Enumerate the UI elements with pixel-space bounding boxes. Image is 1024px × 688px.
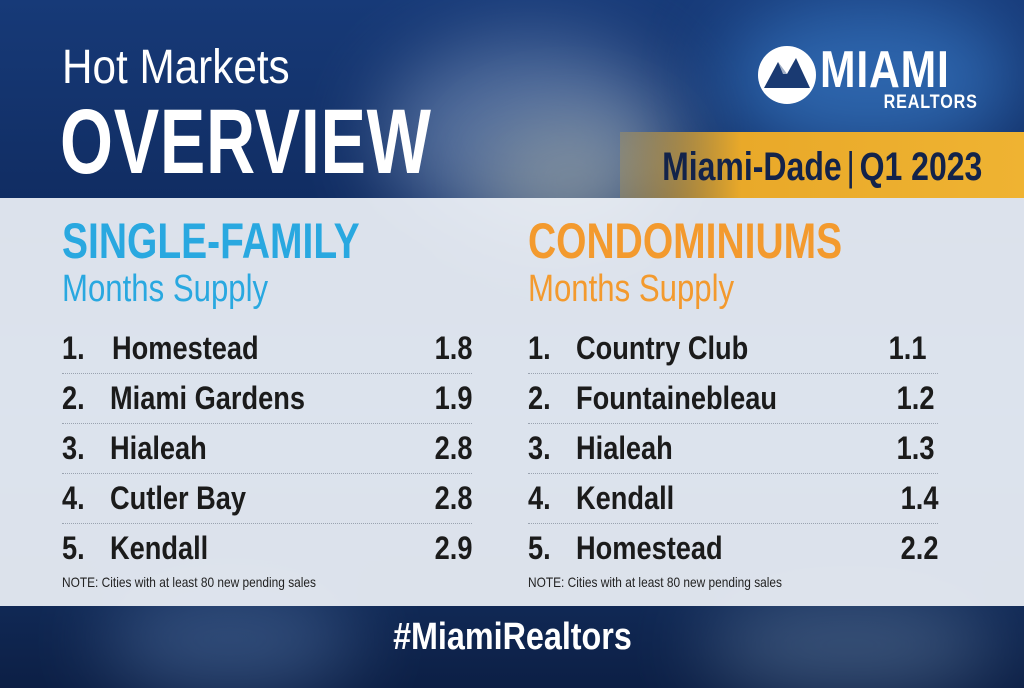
- rank: 4.: [62, 480, 85, 516]
- single-family-subheading: Months Supply: [62, 268, 269, 310]
- city-name: Kendall: [110, 530, 209, 566]
- rank: 1.: [62, 330, 85, 366]
- list-item: 1. Homestead 1.8: [62, 324, 472, 374]
- list-item: 5. Kendall 2.9: [62, 524, 472, 574]
- list-item: 2. Miami Gardens 1.9: [62, 374, 472, 424]
- rank: 5.: [528, 530, 551, 566]
- city-name: Country Club: [576, 330, 749, 366]
- months-supply-value: 1.2: [896, 380, 934, 416]
- condominiums-list: 1. Country Club 1.1 2. Fountainebleau 1.…: [528, 324, 938, 574]
- rank: 5.: [62, 530, 85, 566]
- months-supply-value: 2.8: [434, 480, 472, 516]
- months-supply-value: 1.3: [896, 430, 934, 466]
- background-blur: [700, 600, 1000, 688]
- background-blur: [100, 590, 360, 688]
- city-name: Hialeah: [576, 430, 673, 466]
- months-supply-value: 2.8: [434, 430, 472, 466]
- city-name: Miami Gardens: [110, 380, 305, 416]
- list-item: 4. Cutler Bay 2.8: [62, 474, 472, 524]
- miami-realtors-logo: MIAMI REALTORS: [752, 40, 984, 120]
- city-name: Kendall: [576, 480, 675, 516]
- months-supply-value: 2.9: [434, 530, 472, 566]
- city-name: Homestead: [576, 530, 723, 566]
- list-item: 4. Kendall 1.4: [528, 474, 938, 524]
- rank: 2.: [62, 380, 85, 416]
- single-family-heading: SINGLE-FAMILY: [62, 213, 360, 269]
- period-label: Q1 2023: [859, 145, 982, 189]
- region-period: Miami-Dade | Q1 2023: [662, 145, 982, 190]
- region-separator: |: [846, 145, 855, 189]
- single-family-note: NOTE: Cities with at least 80 new pendin…: [62, 574, 316, 590]
- rank: 3.: [528, 430, 551, 466]
- condominiums-column: CONDOMINIUMS Months Supply 1. Country Cl…: [528, 212, 938, 574]
- miami-realtors-logo-mark-icon: [758, 46, 816, 104]
- list-item: 5. Homestead 2.2: [528, 524, 938, 574]
- months-supply-value: 1.8: [434, 330, 472, 366]
- months-supply-value: 1.1: [888, 330, 926, 366]
- single-family-list: 1. Homestead 1.8 2. Miami Gardens 1.9 3.…: [62, 324, 472, 574]
- months-supply-value: 2.2: [900, 530, 938, 566]
- months-supply-value: 1.4: [900, 480, 938, 516]
- list-item: 3. Hialeah 2.8: [62, 424, 472, 474]
- logo-wordmark: MIAMI: [820, 41, 950, 99]
- region-band: [620, 132, 1024, 198]
- hashtag: #MiamiRealtors: [0, 616, 1024, 659]
- hashtag-text: #MiamiRealtors: [392, 616, 632, 658]
- list-item: 3. Hialeah 1.3: [528, 424, 938, 474]
- condominiums-heading: CONDOMINIUMS: [528, 213, 843, 269]
- rank: 3.: [62, 430, 85, 466]
- condominiums-note: NOTE: Cities with at least 80 new pendin…: [528, 574, 782, 590]
- rank: 1.: [528, 330, 551, 366]
- city-name: Hialeah: [110, 430, 207, 466]
- rank: 4.: [528, 480, 551, 516]
- city-name: Cutler Bay: [110, 480, 247, 516]
- region-name: Miami-Dade: [661, 145, 842, 189]
- months-supply-value: 1.9: [434, 380, 472, 416]
- condominiums-subheading: Months Supply: [528, 268, 735, 310]
- rank: 2.: [528, 380, 551, 416]
- list-item: 1. Country Club 1.1: [528, 324, 938, 374]
- single-family-column: SINGLE-FAMILY Months Supply 1. Homestead…: [62, 212, 472, 574]
- content-panel: [0, 198, 1024, 606]
- city-name: Fountainebleau: [576, 380, 777, 416]
- title-line-2: OVERVIEW: [60, 91, 432, 193]
- title-line-1: Hot Markets: [62, 41, 290, 94]
- city-name: Homestead: [112, 330, 259, 366]
- logo-subtitle: REALTORS: [883, 92, 978, 113]
- list-item: 2. Fountainebleau 1.2: [528, 374, 938, 424]
